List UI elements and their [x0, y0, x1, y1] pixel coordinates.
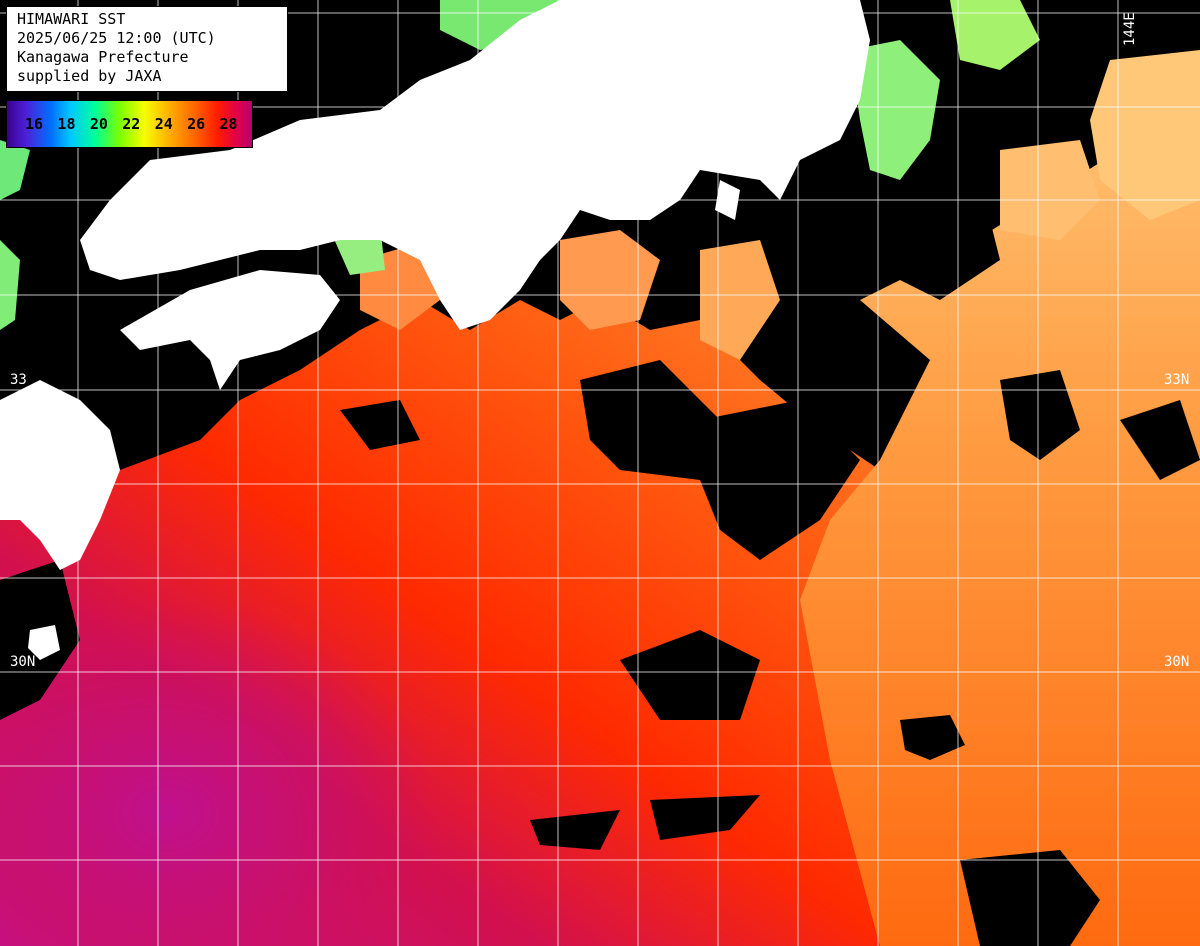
legend-label: 20 [89, 115, 108, 133]
info-datetime: 2025/06/25 12:00 (UTC) [17, 29, 216, 47]
sea-hot-core [0, 470, 600, 946]
cloud-patch [960, 850, 1100, 946]
legend-label: 24 [154, 115, 173, 133]
cold-coastal-water [950, 0, 1040, 70]
cold-coastal-water [850, 40, 940, 180]
sea-area-east [800, 120, 1200, 946]
cloud-patch [900, 180, 1000, 300]
land-island [485, 160, 500, 185]
sea-coastal-patch [700, 240, 780, 360]
info-credit: supplied by JAXA [17, 67, 162, 85]
land-honshu [80, 0, 870, 330]
warm-patch-ne [1000, 140, 1100, 240]
lat-label-33-left: 33 [10, 372, 27, 388]
legend-label: 22 [122, 115, 141, 133]
land-shikoku [120, 270, 340, 390]
land-island [28, 625, 60, 660]
lat-label-30n-left: 30N [10, 654, 36, 670]
lat-label-30n: 30N [1164, 654, 1190, 670]
legend-label: 28 [219, 115, 238, 133]
lon-label-144e: 144E [1122, 12, 1138, 46]
cloud-patch [530, 810, 620, 850]
cloud-patch [1000, 370, 1080, 460]
cloud-patch [700, 400, 860, 560]
cloud-patch [620, 630, 760, 720]
info-region: Kanagawa Prefecture [17, 48, 189, 66]
info-box: HIMAWARI SST 2025/06/25 12:00 (UTC) Kana… [6, 6, 288, 92]
sea-coastal-patch [560, 230, 660, 330]
land-kyushu [0, 380, 120, 570]
cloud-patch [1120, 400, 1200, 480]
cloud-patch [900, 715, 965, 760]
legend-label: 16 [25, 115, 44, 133]
info-title: HIMAWARI SST [17, 10, 126, 28]
color-scale-legend: 16 18 20 22 24 26 28 [6, 100, 253, 148]
cold-coastal-water [0, 140, 30, 200]
legend-label: 18 [57, 115, 76, 133]
cloud-patch [650, 795, 760, 840]
cloud-patch [340, 400, 420, 450]
lat-label-33n: 33N [1164, 372, 1190, 388]
legend-label: 26 [187, 115, 206, 133]
cold-coastal-water [0, 240, 20, 330]
